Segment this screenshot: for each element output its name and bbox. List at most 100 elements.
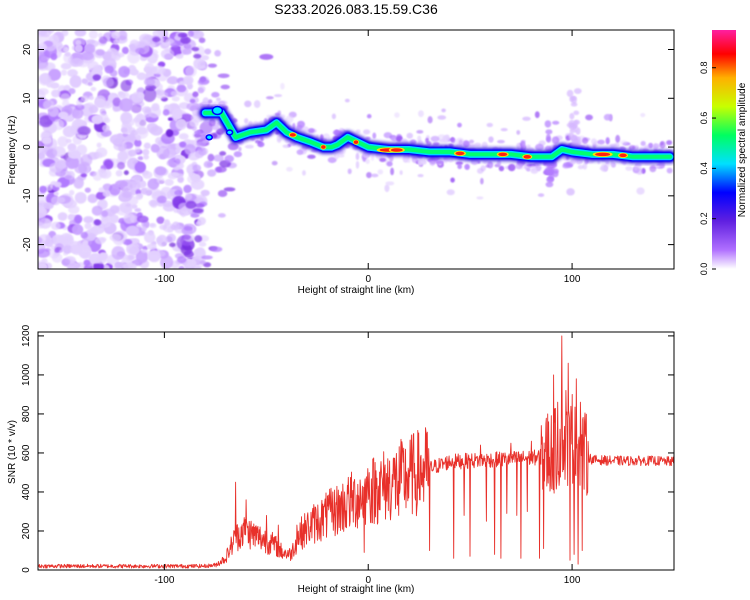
spectrogram-noise-blob <box>134 117 147 129</box>
spectrogram-noise-blob <box>199 260 206 265</box>
spectrogram-noise-blob <box>153 53 159 59</box>
spectrogram-halo-blob <box>625 166 633 171</box>
trace-hotspot-red <box>390 148 403 152</box>
spectrogram-noise-blob <box>193 53 202 59</box>
spectrogram-noise-blob <box>135 193 143 200</box>
spectrogram-noise-blob <box>60 69 68 76</box>
spectrogram-halo-blob <box>238 146 242 152</box>
spectrogram-halo-blob <box>659 140 666 149</box>
spectrogram-halo-blob <box>208 118 216 127</box>
spectrogram-feature-blob <box>551 136 560 145</box>
spectrogram-noise-blob <box>146 243 157 250</box>
spectrogram-noise-blob <box>74 104 85 111</box>
spectrogram-noise-blob <box>166 76 179 85</box>
spectrogram-noise-blob <box>40 56 48 62</box>
colorbar-tick-label: 0.8 <box>699 61 709 74</box>
spectrogram-noise-blob <box>188 172 196 178</box>
spectrogram-halo-blob <box>333 152 340 160</box>
spectrogram-noise-blob <box>207 63 217 68</box>
spectrogram-noise-blob <box>121 46 129 55</box>
snr-frame <box>37 331 675 571</box>
spectrogram-noise-blob <box>71 107 84 120</box>
spectrogram-noise-blob <box>41 136 53 145</box>
spectrogram-noise-blob <box>76 177 83 183</box>
spectrogram-noise-blob <box>136 72 147 81</box>
spectrogram-halo-blob <box>417 174 424 178</box>
spectrogram-noise-blob <box>62 244 73 254</box>
spectrogram-halo-blob <box>462 140 470 148</box>
spectrogram-noise-blob <box>194 235 203 243</box>
spectrogram-noise-blob <box>102 189 111 198</box>
spectrogram-noise-blob <box>83 259 91 267</box>
spectrogram-noise-blob <box>191 30 205 40</box>
spectrogram-noise-blob <box>38 88 49 96</box>
spectrogram-noise-blob <box>57 197 66 204</box>
spectrogram-noise-blob <box>120 79 132 92</box>
spectrogram-halo-blob <box>603 113 612 121</box>
spectrogram-noise-blob <box>60 62 72 70</box>
spectrogram-feature-blob <box>552 170 559 178</box>
spectrogram-halo-blob <box>386 161 393 167</box>
spectrogram-noise-blob <box>102 77 115 88</box>
spectrogram-noise-blob <box>141 106 152 114</box>
spectrogram-noise-blob <box>175 118 187 130</box>
spectrogram-noise-blob <box>185 200 197 209</box>
snr-x-label: Height of straight line (km) <box>298 584 415 595</box>
spectrogram-noise-blob <box>159 224 168 230</box>
spectrogram-noise-blob <box>72 134 83 145</box>
spectrogram-noise-blob <box>154 166 167 176</box>
spectrogram-halo-blob <box>406 132 414 139</box>
spectrogram-noise-blob <box>38 222 45 229</box>
spectrogram-halo-blob <box>366 171 372 179</box>
spectrogram-noise-blob <box>128 254 136 260</box>
spectrogram-noise-blob <box>109 205 120 214</box>
spectrogram-noise-blob <box>50 53 58 61</box>
spectrogram-halo-blob <box>635 144 639 150</box>
spectrogram-noise-blob <box>88 95 95 100</box>
spectrogram-halo-blob <box>406 157 411 163</box>
spectrogram-noise-blob <box>122 118 135 127</box>
spectrogram-noise-blob <box>51 252 63 263</box>
spectrogram-feature-blob <box>545 129 553 135</box>
spectrogram-halo-blob <box>355 152 360 161</box>
spectrogram-noise-blob <box>200 65 207 69</box>
snr-y-tick-label: 600 <box>21 444 32 461</box>
trace-start-blob <box>205 134 213 141</box>
spectrogram-noise-blob <box>155 91 169 99</box>
spectrogram-noise-blob <box>211 91 220 98</box>
spectrogram-noise-blob <box>59 236 68 244</box>
snr-x-tick-label: 0 <box>365 575 371 586</box>
spectrogram-halo-blob <box>377 169 384 175</box>
colorbar-tick-label: 0.0 <box>699 263 709 276</box>
spectrogram-noise-blob <box>69 189 75 196</box>
trace-hotspot-red <box>523 155 531 159</box>
spectrogram-halo-blob <box>248 120 253 127</box>
spectrogram-noise-blob <box>201 255 213 260</box>
spectrogram-halo-blob <box>644 145 650 150</box>
spectrogram-noise-blob <box>217 73 230 79</box>
spectrogram-halo-blob <box>307 154 316 159</box>
spectrogram-halo-blob <box>615 134 621 143</box>
spectrogram-halo-blob <box>485 164 490 168</box>
spectrogram-halo-blob <box>666 167 673 174</box>
spectrogram-feature-blob <box>573 88 582 94</box>
spectrogram-noise-blob <box>68 205 80 214</box>
spectrogram-halo-blob <box>522 116 531 121</box>
spectrogram-noise-blob <box>57 44 66 53</box>
spectrogram-noise-blob <box>207 153 215 162</box>
spectrogram-noise-blob <box>125 225 140 237</box>
spectrogram-noise-blob <box>156 216 165 224</box>
spectrogram-noise-blob <box>147 178 160 190</box>
spectrogram-noise-blob <box>43 202 54 210</box>
spectrogram-noise-blob <box>198 241 207 247</box>
snr-x-tick-label: -100 <box>154 575 174 586</box>
spectrogram-feature-blob <box>544 167 552 175</box>
spectrogram-halo-blob <box>605 137 610 145</box>
spectrogram-halo-blob <box>640 140 646 147</box>
spectrogram-noise-blob <box>51 89 61 98</box>
spectrogram-halo-blob <box>652 144 661 148</box>
spectrogram-noise-blob <box>54 181 62 188</box>
colorbar-ticks: 0.0 0.2 0.4 0.6 0.8 <box>699 61 716 275</box>
spectrogram-noise-blob <box>112 49 120 56</box>
